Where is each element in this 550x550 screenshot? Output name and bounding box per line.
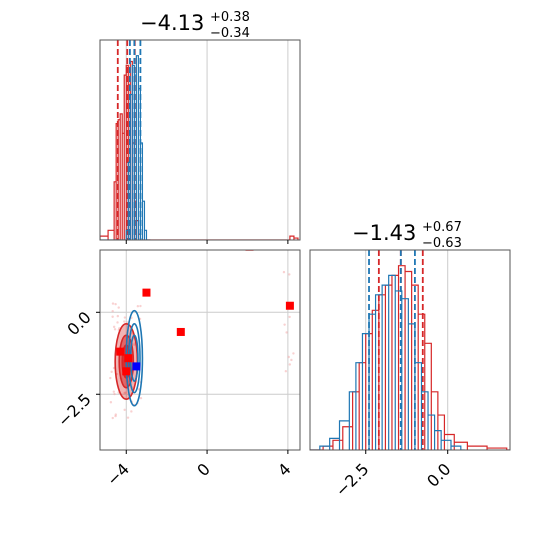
scatter-sample-point bbox=[288, 273, 291, 276]
scatter-sample-point bbox=[139, 304, 142, 308]
scatter-sample-point bbox=[124, 391, 127, 394]
histogram-panel-1 bbox=[99, 39, 301, 244]
scatter-sample-point bbox=[136, 304, 140, 308]
scatter-sample-point bbox=[111, 302, 115, 305]
scatter-sample-point bbox=[126, 416, 130, 419]
title-p1-upper: +0.38 bbox=[210, 10, 250, 25]
title-p1: −4.13 +0.38 −0.34 bbox=[140, 10, 250, 41]
scatter-sample-point bbox=[114, 302, 117, 306]
scatter-sample-point bbox=[111, 315, 114, 318]
title-p2-value: −1.43 bbox=[352, 221, 416, 245]
scatter-sample-point bbox=[287, 355, 290, 359]
scatter-sample-point bbox=[114, 414, 117, 418]
hist2-xtick-label-1: 0.0 bbox=[423, 459, 454, 490]
scatter-sample-point bbox=[130, 410, 133, 413]
scatter-sample-point bbox=[290, 358, 293, 362]
scatter-sample-point bbox=[288, 315, 291, 319]
scatter-sample-point bbox=[139, 396, 143, 400]
scatter-sample-point bbox=[112, 390, 116, 393]
title-p2: −1.43 +0.67 −0.63 bbox=[352, 220, 462, 251]
scatter-sample-point bbox=[111, 416, 114, 420]
marker-red-6 bbox=[124, 354, 133, 363]
hist2-xtick-label-0: −2.5 bbox=[332, 459, 373, 500]
marker-red-4 bbox=[116, 347, 125, 356]
scatter-sample-point bbox=[109, 401, 113, 404]
scatter-ytick-label-1: −2.5 bbox=[54, 390, 95, 431]
histogram-panel-2: −2.5 0.0 bbox=[309, 249, 511, 500]
scatter-sample-point bbox=[112, 325, 116, 329]
scatter-xtick-label-2: 4 bbox=[274, 459, 295, 480]
marker-blue-7 bbox=[132, 362, 141, 371]
scatter-sample-point bbox=[283, 323, 286, 326]
marker-red-1 bbox=[142, 288, 151, 297]
hist1-histogram-blue bbox=[100, 55, 151, 240]
title-p2-lower: −0.63 bbox=[422, 236, 462, 251]
scatter-sample-point bbox=[123, 320, 126, 323]
scatter-sample-point bbox=[113, 392, 116, 396]
scatter-xtick-label-0: −4 bbox=[103, 459, 133, 489]
scatter-ytick-label-0: 0.0 bbox=[63, 308, 94, 339]
scatter-sample-point bbox=[113, 328, 117, 331]
scatter-sample-point bbox=[116, 321, 119, 324]
hist2-plot-area bbox=[310, 250, 510, 450]
title-p1-value: −4.13 bbox=[140, 11, 204, 35]
scatter-xtick-label-1: 0 bbox=[193, 459, 214, 480]
marker-red-2 bbox=[176, 327, 185, 336]
scatter-sample-point bbox=[288, 363, 292, 366]
scatter-sample-point bbox=[133, 343, 136, 347]
scatter-sample-point bbox=[109, 376, 112, 380]
hist1-plot-area bbox=[100, 40, 299, 240]
scatter-frame bbox=[99, 249, 301, 451]
scatter-sample-point bbox=[282, 270, 286, 274]
hist2-histogram-blue bbox=[310, 274, 465, 450]
marker-red-5 bbox=[122, 367, 131, 376]
scatter-sample-point bbox=[116, 314, 120, 318]
hist1-frame bbox=[99, 39, 301, 241]
scatter-sample-point bbox=[111, 309, 114, 313]
scatter-sample-point bbox=[110, 370, 113, 374]
scatter-sample-point bbox=[117, 306, 120, 309]
title-p2-upper: +0.67 bbox=[422, 220, 462, 235]
scatter-sample-point bbox=[123, 408, 126, 412]
scatter-sample-point bbox=[123, 316, 127, 319]
hist2-histogram-red bbox=[310, 265, 510, 450]
hist2-frame bbox=[309, 249, 511, 451]
marker-red-3 bbox=[285, 301, 294, 310]
scatter-panel: −4 0 4 0.0 −2.5 bbox=[54, 249, 301, 490]
title-p1-lower: −0.34 bbox=[210, 26, 250, 41]
scatter-plot-area bbox=[109, 250, 295, 420]
scatter-sample-point bbox=[292, 352, 295, 355]
scatter-sample-point bbox=[284, 369, 288, 373]
scatter-sample-point bbox=[285, 331, 288, 334]
